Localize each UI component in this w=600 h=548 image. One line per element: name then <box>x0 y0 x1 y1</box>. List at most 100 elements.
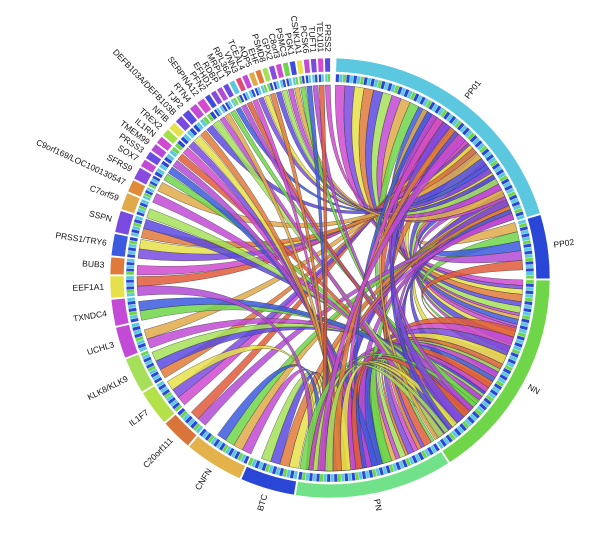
segment-tceal4 <box>241 73 253 90</box>
segment-cnfn <box>188 435 246 480</box>
segment-psmc3 <box>281 61 292 78</box>
inner-band-vnn3 <box>244 91 251 101</box>
ribbon <box>146 318 483 401</box>
segment-sox7 <box>140 158 158 174</box>
inner-band-sspn <box>134 215 144 222</box>
segment-label-pp01: PP01 <box>462 78 483 101</box>
inner-band-rdbp <box>226 100 234 109</box>
outer-ring <box>109 57 551 499</box>
segment-bub3 <box>109 256 126 276</box>
inner-band-cnfn <box>198 428 208 437</box>
inner-band-pn <box>326 473 331 483</box>
segment-il1rn <box>156 135 173 152</box>
segment-vnn3 <box>234 76 247 93</box>
segment-nn <box>441 279 551 463</box>
inner-band-txndc4 <box>126 297 136 302</box>
inner-band-btc <box>247 457 255 467</box>
segment-label-c20orf111: C20orf111 <box>141 435 175 470</box>
inner-band-uchl3 <box>131 322 141 328</box>
segment-pgk1 <box>288 60 298 76</box>
inner-band-rtn4 <box>202 116 211 126</box>
ribbon <box>172 159 373 469</box>
segment-label-btc: BTC <box>255 493 269 512</box>
segment-ehf <box>254 68 266 85</box>
segment-label-tuft1: TUFT1 <box>307 26 319 53</box>
segment-btc <box>240 466 297 496</box>
segment-il1f7 <box>142 385 176 424</box>
inner-band-pp02 <box>525 264 534 269</box>
inner-band-prss2 <box>324 73 328 83</box>
inner-band-pn <box>323 473 328 483</box>
segment-pfn2 <box>204 93 218 110</box>
inner-band-sox7 <box>156 167 166 176</box>
inner-band-tuft1 <box>314 74 318 83</box>
inner-band-pfn2 <box>215 107 223 116</box>
segment-rpl36a <box>228 79 241 96</box>
inner-band-eef1a1 <box>125 279 135 284</box>
segment-pp01 <box>335 57 541 218</box>
segment-nfib <box>168 121 185 139</box>
ribbon <box>287 88 502 219</box>
segment-label-sspn: SSPN <box>88 208 113 224</box>
segment-prss2 <box>324 57 331 73</box>
segment-label-klk8-klk9: KLK8/KLK9 <box>86 373 130 402</box>
inner-band-pn <box>337 473 342 483</box>
segment-trex2 <box>162 128 179 145</box>
segment-uchl3 <box>115 324 139 359</box>
inner-band-pgk1 <box>294 76 300 86</box>
ribbon <box>317 133 466 472</box>
segment-label-pn: PN <box>372 498 384 512</box>
ribbon <box>167 166 379 467</box>
segment-label-bub3: BUB3 <box>82 258 105 269</box>
segment-aqp5 <box>247 71 260 88</box>
inner-band-pp02 <box>525 271 535 276</box>
inner-band-bub3 <box>126 258 136 263</box>
segment-defb103a-defb103b <box>175 115 192 132</box>
segment-csnk1a1 <box>295 59 305 75</box>
inner-band-klk8-klk9 <box>140 350 150 357</box>
segment-c9orf169-loc100130547 <box>127 179 147 198</box>
inner-band-nn <box>436 440 445 450</box>
inner-band-nn <box>525 286 534 292</box>
segment-serpina12 <box>196 97 212 115</box>
ribbon <box>324 362 449 472</box>
inner-ring <box>125 73 535 483</box>
inner-band-pp02 <box>525 275 535 279</box>
inner-band-c8orf3 <box>281 78 287 88</box>
inner-band-gpx2 <box>275 80 281 90</box>
inner-band-nfib <box>182 133 192 143</box>
ribbon-group <box>136 84 524 472</box>
segment-mrpl1 <box>222 82 235 99</box>
segment-pp02 <box>526 214 551 280</box>
inner-band-ehf <box>262 84 269 94</box>
inner-band-csnk1a1 <box>301 75 306 85</box>
inner-band-aqp5 <box>256 86 263 96</box>
segment-c20orf111 <box>164 413 198 447</box>
inner-band-eef1a1 <box>125 275 135 280</box>
inner-band-defb103a-defb103b <box>189 127 198 137</box>
inner-band-trex2 <box>176 139 186 149</box>
inner-band-nn <box>525 283 535 288</box>
inner-band-c20orf111 <box>176 407 186 416</box>
segment-pcsk6 <box>303 58 311 74</box>
segment-rtn4 <box>189 103 205 120</box>
segment-label-uchl3: UCHL3 <box>86 339 116 357</box>
segment-prss1-try6 <box>110 233 129 258</box>
segment-prss3 <box>145 150 162 167</box>
ribbon <box>325 84 507 223</box>
segment-klk8-klk9 <box>125 353 155 393</box>
inner-band-tceal4 <box>250 88 257 98</box>
inner-band-c7orf59 <box>140 198 150 206</box>
segment-label-tex101: TEX101 <box>315 21 326 52</box>
segment-label-pcsk6: PCSK6 <box>298 25 311 54</box>
inner-band-c9orf169-loc100130547 <box>145 186 155 194</box>
segment-tjp2 <box>181 109 198 126</box>
ribbon <box>151 323 485 397</box>
inner-band-pcsk6 <box>307 74 312 84</box>
inner-band-pn <box>330 473 335 483</box>
inner-band-psmd8 <box>269 82 275 92</box>
ribbon <box>139 144 474 255</box>
inner-band-serpina12 <box>209 110 218 120</box>
inner-band-pp01 <box>338 74 344 83</box>
